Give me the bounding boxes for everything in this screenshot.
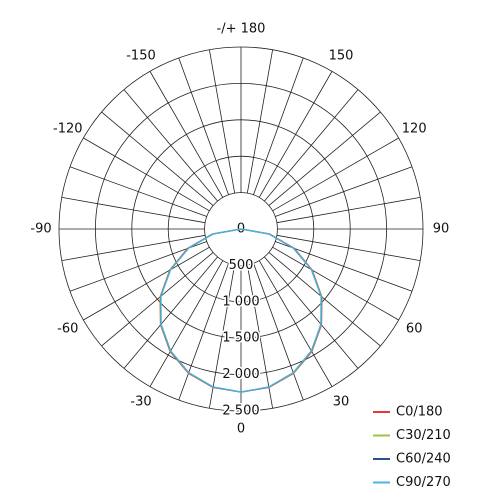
angle-tick-label: 0 [237,422,245,437]
grid-spoke [178,57,229,195]
grid-spoke [69,166,207,217]
grid-spoke [178,263,229,401]
curve [160,228,322,393]
grid-spoke [209,264,236,409]
grid-spoke [275,166,413,217]
grid-spoke [272,137,399,212]
grid-spoke [123,89,218,202]
grid-spoke [61,197,206,224]
angle-tick-label: 60 [406,322,423,337]
angle-tick-label: -150 [126,48,156,63]
legend-label: C60/240 [396,452,451,467]
grid-spoke [276,197,421,224]
angle-tick-label: -30 [130,395,151,410]
grid-spoke [264,89,359,202]
grid-spoke [253,263,304,401]
grid-spoke [246,49,273,194]
grid-spoke [69,241,207,292]
grid-spoke [272,246,399,321]
angle-tick-label: -90 [30,222,51,237]
grid-spoke [149,260,224,387]
r-tick-label: 1 000 [222,294,259,309]
grid-spoke [61,234,206,261]
grid-spoke [268,252,381,347]
r-tick-label: 2 500 [222,404,259,419]
legend-label: C30/210 [396,428,451,443]
grid-spoke [83,246,210,321]
grid-spoke [258,260,333,387]
legend-label: C0/180 [396,405,443,420]
angle-tick-label: -120 [53,122,83,137]
grid-spoke [209,49,236,194]
angle-tick-label: -/+ 180 [217,22,266,37]
angle-tick-label: 120 [402,122,427,137]
grid-spoke [264,256,359,369]
grid-spoke [123,256,218,369]
grid-spoke [83,137,210,212]
angle-tick-label: 150 [329,48,354,63]
r-tick-label: 1 500 [222,331,259,346]
angle-tick-label: 90 [433,222,450,237]
grid-spoke [101,252,214,347]
r-tick-label: 2 000 [222,367,259,382]
legend-label: C90/270 [396,475,451,490]
grid-spoke [276,234,421,261]
grid-spoke [246,264,273,409]
grid-spoke [268,111,381,206]
grid-spoke [101,111,214,206]
grid-spoke [253,57,304,195]
grid-spoke [275,241,413,292]
grid-spoke [149,71,224,198]
angle-tick-label: 30 [333,395,350,410]
angle-tick-label: -60 [57,322,78,337]
r-tick-label: 500 [229,258,254,273]
grid-spoke [258,71,333,198]
